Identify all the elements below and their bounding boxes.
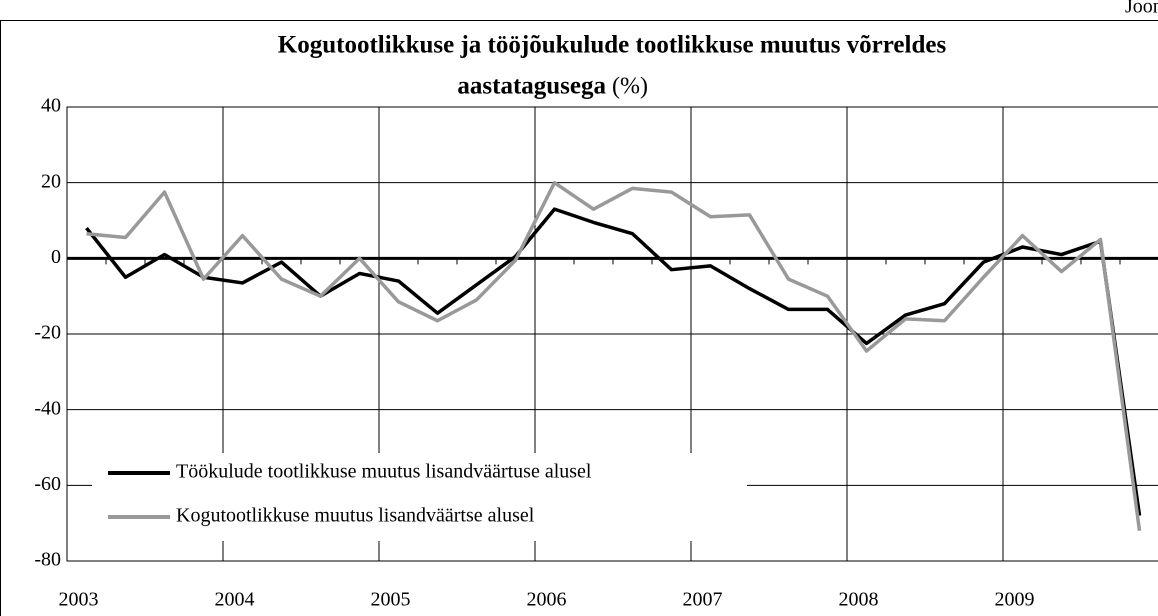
corner-label: Joon <box>1125 0 1158 18</box>
y-tick-label: -80 <box>34 549 61 571</box>
series-line <box>85 207 1142 516</box>
x-tick-label: 2009 <box>995 589 1035 611</box>
legend-label: Töökulude tootlikkuse muutus lisandväärt… <box>176 461 592 483</box>
x-tick-label: 2007 <box>683 589 723 611</box>
y-tick-label: 20 <box>41 170 61 192</box>
legend-box <box>92 453 747 541</box>
y-tick-label: -60 <box>34 473 61 495</box>
x-tick-label: 2005 <box>371 589 411 611</box>
chart-title: aastatagusega <box>457 73 606 100</box>
y-tick-label: -20 <box>34 322 61 344</box>
series-line <box>86 180 1142 531</box>
chart-title-unit: (%) <box>612 74 648 100</box>
y-tick-label: -40 <box>34 397 61 419</box>
chart-frame <box>0 20 1158 616</box>
plot-frame <box>66 106 1158 562</box>
x-tick-label: 2004 <box>215 589 255 611</box>
y-tick-label: 40 <box>41 95 61 117</box>
x-tick-label: 2003 <box>59 589 99 611</box>
legend-label: Kogutootlikkuse muutus lisandväärtse alu… <box>176 505 535 527</box>
x-tick-label: 2008 <box>839 589 879 611</box>
y-tick-label: 0 <box>51 246 61 268</box>
x-tick-label: 2006 <box>527 589 567 611</box>
chart-title: Kogutootlikkuse ja tööjõukulude tootlikk… <box>278 32 947 59</box>
